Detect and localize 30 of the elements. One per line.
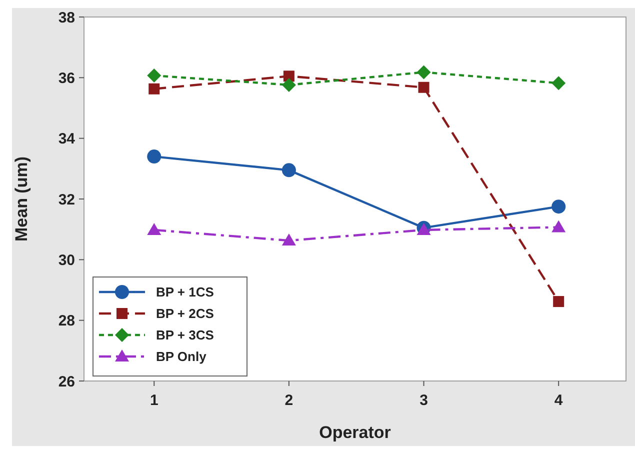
- point: [147, 68, 162, 83]
- point: [147, 150, 162, 164]
- y-tick-label: 32: [58, 191, 75, 208]
- point: [282, 234, 296, 246]
- y-axis-title: Mean (um): [12, 156, 31, 242]
- x-tick-label: 1: [150, 392, 158, 409]
- y-tick-label: 38: [58, 9, 75, 26]
- point: [418, 82, 430, 93]
- y-tick-label: 26: [58, 373, 75, 390]
- point: [282, 163, 296, 178]
- legend-label: BP + 2CS: [156, 306, 214, 322]
- point: [147, 222, 162, 235]
- point: [282, 78, 296, 92]
- point: [416, 65, 431, 80]
- legend-label: BP Only: [156, 349, 208, 364]
- point: [552, 200, 566, 214]
- x-tick-label: 2: [284, 392, 294, 409]
- point: [553, 296, 564, 308]
- legend-label: BP + 1CS: [156, 284, 214, 300]
- x-tick-label: 3: [420, 392, 428, 409]
- y-tick-label: 30: [58, 252, 75, 269]
- y-tick-label: 36: [58, 70, 75, 87]
- point: [148, 83, 160, 94]
- point: [552, 76, 566, 90]
- x-axis-title: Operator: [319, 423, 392, 442]
- x-tick-label: 4: [554, 392, 564, 409]
- point: [552, 220, 566, 232]
- legend-label: BP + 3CS: [156, 328, 214, 343]
- y-tick-label: 28: [58, 312, 75, 330]
- y-tick-label: 34: [58, 130, 76, 148]
